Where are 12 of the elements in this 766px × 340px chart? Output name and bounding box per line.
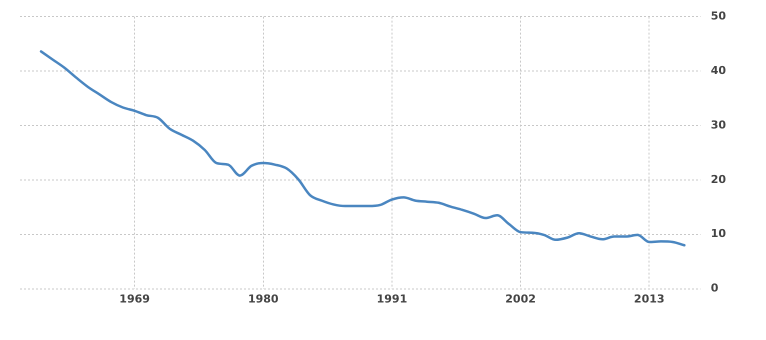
y-tick-label: 20 <box>710 172 726 186</box>
y-tick-label: 10 <box>710 227 726 240</box>
y-tick-label: 50 <box>710 9 726 22</box>
x-tick-label: 1969 <box>119 292 150 306</box>
y-tick-label: 40 <box>710 64 726 77</box>
x-tick-label: 1980 <box>248 292 279 306</box>
y-tick-label: 0 <box>710 282 719 295</box>
y-tick-label: 30 <box>710 118 726 132</box>
x-tick-label: 1991 <box>376 292 408 306</box>
line-series <box>40 50 686 246</box>
x-tick-label: 2013 <box>634 292 665 306</box>
x-tick-label: 2002 <box>505 292 536 306</box>
